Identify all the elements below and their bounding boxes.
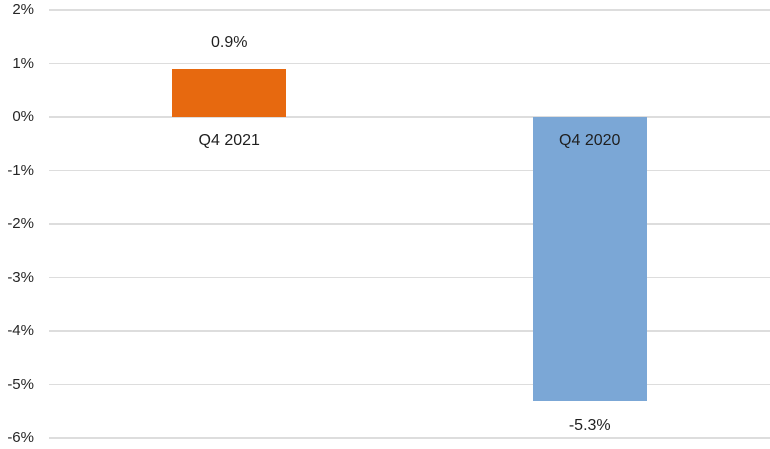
bar-q4-2021 [172,68,287,117]
gridline [49,330,770,332]
gridline [49,62,770,65]
data-label: 0.9% [211,33,248,51]
gridline [49,276,770,279]
category-label: Q4 2021 [198,132,260,149]
y-axis-tick-label: -4% [7,322,34,339]
y-axis-tick-label: -2% [7,215,34,232]
y-axis-tick-label: 2% [12,1,34,18]
y-axis-tick-label: -1% [7,161,34,179]
y-axis-tick-label: 0% [12,108,34,125]
y-axis-tick-label: -6% [7,429,34,446]
gridline [49,169,770,172]
category-label: Q4 2020 [559,132,621,149]
bar-q4-2020 [532,117,647,401]
y-axis-tick-label: -5% [7,375,34,393]
gridline [49,116,770,118]
y-axis-tick-label: 1% [12,54,34,72]
gridline [49,9,770,11]
gridline [49,383,770,386]
data-label: -5.3% [568,416,611,434]
gridline [49,437,770,439]
y-axis-tick-label: -3% [7,268,34,286]
gridline [49,223,770,225]
